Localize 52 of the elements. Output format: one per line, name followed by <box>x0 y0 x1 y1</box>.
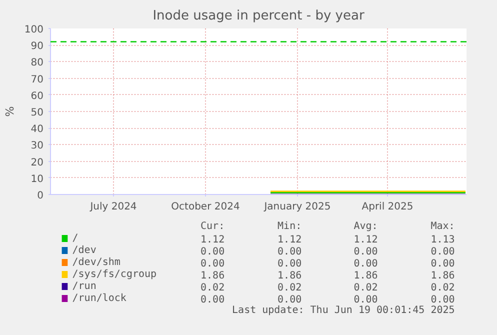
x-tick-label: January 2025 <box>263 202 331 212</box>
y-tick-label: 70 <box>30 74 44 86</box>
text: 0.00 <box>354 294 378 306</box>
text: Min: <box>278 221 302 232</box>
legend-label: / <box>72 233 78 244</box>
text: 1.12 <box>278 234 302 246</box>
text: 0.02 <box>430 282 455 294</box>
text: Last update: Thu Jun 19 00:01:45 2025 <box>232 305 455 316</box>
text: 0.00 <box>354 246 378 258</box>
text: 0.02 <box>200 282 225 294</box>
text: 0.00 <box>200 294 225 306</box>
text: 0.00 <box>430 294 455 306</box>
y-tick-label: 40 <box>30 124 44 136</box>
text: 0.02 <box>354 282 378 294</box>
y-tick-label: 0 <box>37 190 44 202</box>
text: 1.86 <box>430 270 455 282</box>
text: 1.12 <box>200 234 225 246</box>
text: Max: <box>430 221 455 232</box>
legend-label: /run/lock <box>72 293 126 304</box>
text: 0.00 <box>354 258 378 270</box>
text: 1.12 <box>354 234 378 246</box>
legend-label: /sys/fs/cgroup <box>72 269 157 280</box>
x-tick-label: July 2024 <box>89 202 137 212</box>
y-tick-label: 20 <box>30 157 44 168</box>
text: 0.00 <box>430 258 455 270</box>
text: 0.00 <box>430 246 455 258</box>
text: 0.00 <box>200 246 225 258</box>
y-tick-label: 80 <box>30 58 44 69</box>
legend-label: /dev <box>72 245 96 256</box>
y-tick-label: 50 <box>30 108 44 118</box>
text: 1.13 <box>430 234 455 246</box>
text: 0.00 <box>200 258 225 270</box>
x-tick-label: October 2024 <box>171 202 240 212</box>
y-tick-label: 90 <box>30 41 44 52</box>
text: 0.00 <box>278 258 302 270</box>
text: 1.86 <box>200 270 225 282</box>
x-tick-label: April 2025 <box>362 202 414 212</box>
text: 0.00 <box>278 246 302 258</box>
y-tick-label: 30 <box>30 140 44 152</box>
legend-label: /dev/shm <box>72 257 120 268</box>
text: 1.86 <box>354 270 378 282</box>
text: 0.02 <box>278 282 302 294</box>
y-tick-label: 100 <box>24 24 44 36</box>
y-tick-label: 10 <box>30 174 44 185</box>
text: Cur: <box>200 221 225 232</box>
text: 0.00 <box>278 294 302 306</box>
text: Avg: <box>354 221 378 232</box>
y-tick-label: 60 <box>30 90 44 102</box>
legend-label: /run <box>72 281 96 292</box>
text: 1.86 <box>278 270 302 282</box>
chart-title: Inode usage in percent - by year <box>152 8 365 24</box>
y-axis-title: % <box>3 106 16 117</box>
